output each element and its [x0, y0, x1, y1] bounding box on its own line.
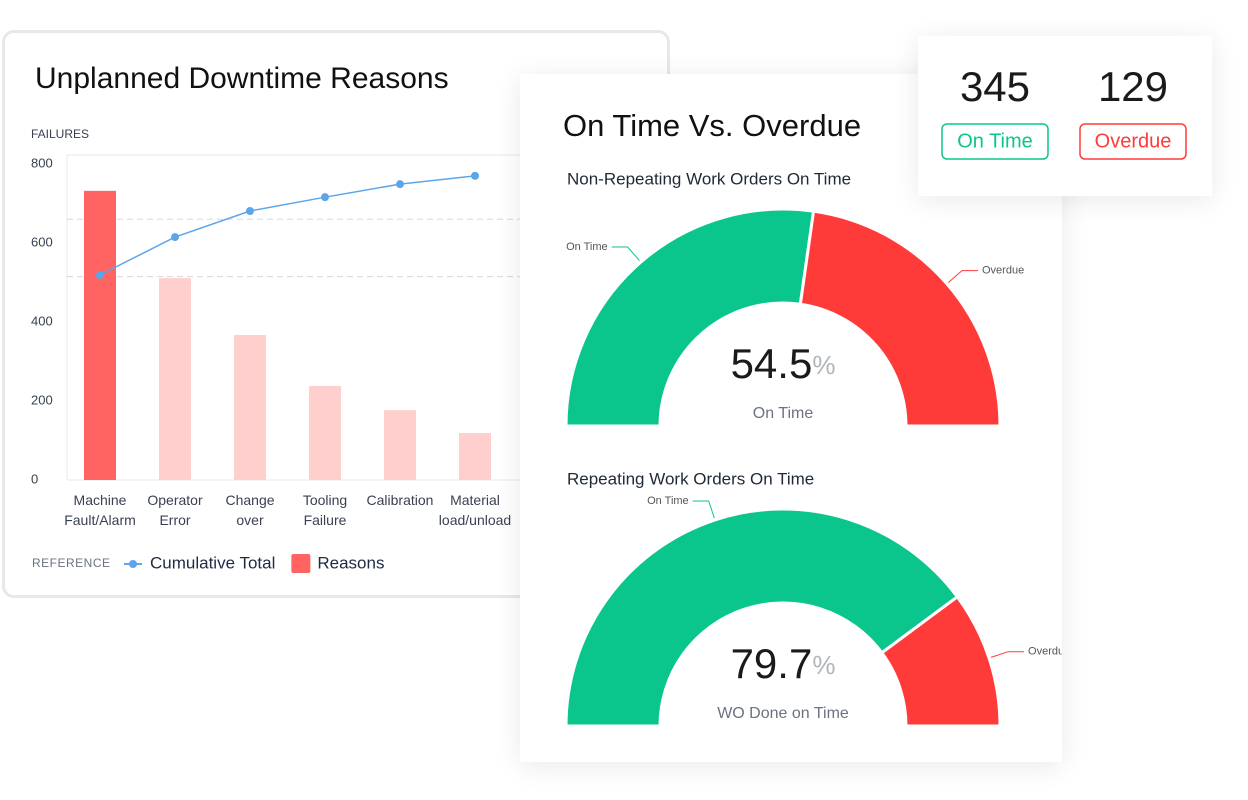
segment-label: Overdue: [982, 265, 1024, 277]
summary-value: 345: [960, 63, 1030, 110]
label-leader: [948, 270, 979, 283]
bar: [159, 278, 191, 480]
gauge-caption: On Time: [753, 405, 814, 422]
y-tick-label: 600: [31, 234, 53, 249]
gauge-segment: [798, 209, 1002, 428]
segment-label: Overdue: [1028, 646, 1062, 658]
legend-swatch: [291, 554, 311, 573]
summary: 345 On Time 129 Overdue: [941, 63, 1187, 160]
value-number: 79.7: [731, 640, 813, 687]
segment-label: On Time: [566, 241, 608, 253]
line-point: [171, 233, 179, 242]
bar: [84, 190, 116, 481]
label-leader: [611, 246, 640, 261]
gauge-segment: [564, 507, 960, 728]
y-tick-label: 0: [31, 471, 38, 486]
gauge-caption: WO Done on Time: [717, 705, 849, 722]
chart-title: Unplanned Downtime Reasons: [35, 62, 449, 95]
label-leader: [692, 500, 715, 519]
line-point: [321, 193, 329, 202]
x-tick-label: Tooling Failure: [302, 492, 348, 528]
value-unit: %: [812, 350, 835, 380]
gauge-value: 54.5%: [731, 340, 836, 387]
gauge-panel: On Time Vs. Overdue Non-Repeating Work O…: [563, 108, 1062, 728]
line-point: [246, 207, 254, 216]
x-tick-label: Machine Fault/Alarm: [64, 492, 136, 528]
x-tick-label: Operator Error: [147, 492, 203, 528]
gauge-title: Repeating Work Orders On Time: [567, 469, 814, 488]
x-tick-label: Change over: [225, 492, 275, 528]
legend-dot: [129, 560, 137, 568]
y-tick-label: 800: [31, 155, 53, 170]
summary-badge: [941, 123, 1049, 160]
y-tick-label: 400: [31, 313, 53, 328]
gauge-segment: [879, 594, 1002, 728]
y-tick-label: 200: [31, 392, 53, 407]
value-unit: %: [812, 650, 835, 680]
gauge-value: 79.7%: [731, 640, 836, 687]
legend-label: Reasons: [317, 553, 384, 572]
legend-label: Cumulative Total: [150, 553, 275, 572]
gauge-segment: [564, 207, 816, 428]
panel-title: On Time Vs. Overdue: [563, 108, 861, 143]
value-number: 54.5: [731, 340, 813, 387]
cumulative-line: [99, 175, 476, 276]
ontime-card: On Time Vs. Overdue Non-Repeating Work O…: [520, 74, 1062, 762]
legend-title: REFERENCE: [32, 556, 111, 570]
plot-border: [66, 154, 670, 480]
bar: [384, 410, 416, 480]
bar: [309, 385, 341, 480]
line-point: [96, 270, 104, 279]
summary-label: On Time: [957, 130, 1033, 152]
x-tick-label: Material load/unload: [438, 492, 512, 528]
summary-value: 129: [1098, 63, 1168, 110]
summary-badge: [1079, 123, 1187, 160]
bar: [459, 432, 491, 480]
x-tick-label: Calibration: [366, 492, 434, 508]
y-axis-label: FAILURES: [31, 127, 89, 141]
line-point: [471, 171, 479, 180]
line-point: [396, 180, 404, 189]
pareto-chart: Unplanned Downtime Reasons FAILURES 0 200 40…: [31, 62, 670, 573]
segment-label: On Time: [647, 495, 689, 507]
label-leader: [990, 651, 1025, 658]
gauge-title: Non-Repeating Work Orders On Time: [567, 169, 851, 188]
summary-card: 345 On Time 129 Overdue: [918, 36, 1212, 196]
summary-label: Overdue: [1095, 130, 1172, 152]
bar: [234, 335, 266, 480]
